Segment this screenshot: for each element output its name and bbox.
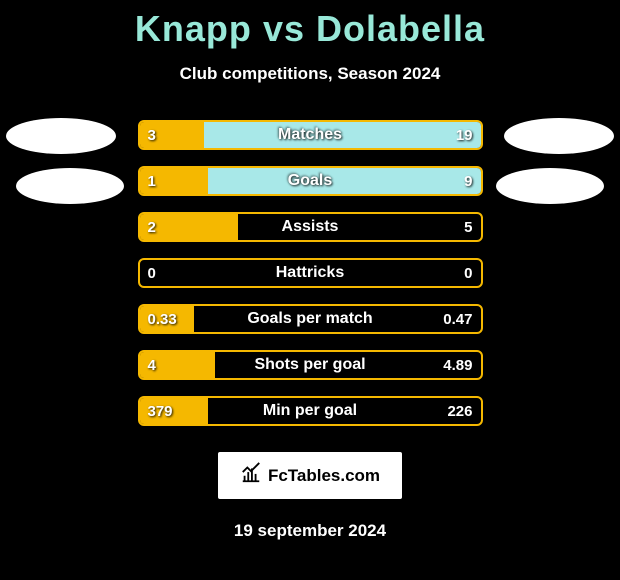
stat-row: 44.89Shots per goal bbox=[138, 350, 483, 380]
comparison-infographic: Knapp vs Dolabella Club competitions, Se… bbox=[0, 0, 620, 580]
chart-icon bbox=[240, 462, 262, 489]
stat-label: Assists bbox=[140, 214, 481, 240]
avatar-left-1 bbox=[6, 118, 116, 154]
page-title: Knapp vs Dolabella bbox=[135, 8, 485, 50]
date-text: 19 september 2024 bbox=[234, 521, 386, 541]
stat-row: 19Goals bbox=[138, 166, 483, 196]
avatar-right-2 bbox=[496, 168, 604, 204]
stat-label: Hattricks bbox=[140, 260, 481, 286]
logo-text: FcTables.com bbox=[268, 466, 380, 486]
stats-bars: 319Matches 19Goals 25Assists 00Hattricks 0.3… bbox=[138, 120, 483, 426]
avatar-left-2 bbox=[16, 168, 124, 204]
avatar-right-1 bbox=[504, 118, 614, 154]
stat-row: 00Hattricks bbox=[138, 258, 483, 288]
stat-label: Matches bbox=[140, 122, 481, 148]
stat-row: 379226Min per goal bbox=[138, 396, 483, 426]
stat-label: Min per goal bbox=[140, 398, 481, 424]
stat-row: 0.330.47Goals per match bbox=[138, 304, 483, 334]
player2-name: Dolabella bbox=[316, 8, 485, 49]
stat-label: Shots per goal bbox=[140, 352, 481, 378]
stat-label: Goals bbox=[140, 168, 481, 194]
logo-box: FcTables.com bbox=[218, 452, 402, 499]
vs-text: vs bbox=[263, 8, 305, 49]
stat-row: 319Matches bbox=[138, 120, 483, 150]
stat-label: Goals per match bbox=[140, 306, 481, 332]
subtitle: Club competitions, Season 2024 bbox=[180, 64, 441, 84]
player1-name: Knapp bbox=[135, 8, 252, 49]
stat-row: 25Assists bbox=[138, 212, 483, 242]
